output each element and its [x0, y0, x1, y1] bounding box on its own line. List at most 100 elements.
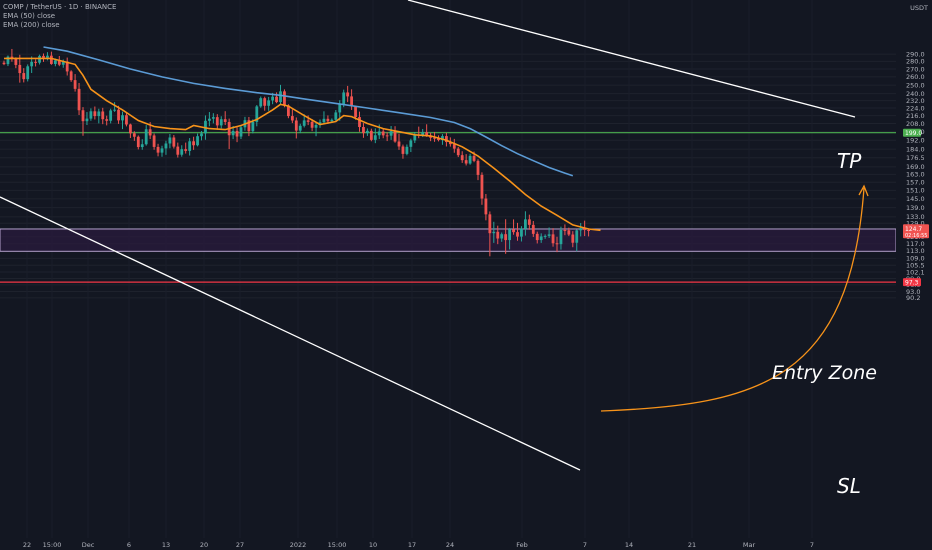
tp-price-tag: 199.0 [905, 130, 922, 137]
candle-body [196, 136, 199, 146]
price-tick-label: 280.0 [906, 58, 925, 66]
candle-body [421, 132, 425, 136]
candle-body [73, 80, 77, 89]
time-tick-label: 21 [688, 541, 696, 549]
candle-body [334, 112, 338, 120]
candle-body [535, 233, 539, 241]
candle-body [294, 120, 298, 131]
tp-label: TP [837, 149, 862, 173]
candle-body [326, 118, 330, 122]
time-tick-label: 2022 [290, 541, 307, 549]
candle-body [409, 140, 413, 147]
candle-body [2, 62, 6, 65]
entry-zone [0, 228, 897, 252]
candle-body [89, 111, 93, 119]
price-tick-label: 113.0 [906, 247, 925, 255]
price-axis[interactable]: USDT90.293.096.099.0102.1105.5109.0113.0… [896, 0, 932, 550]
candle-body [34, 61, 37, 63]
candle-body [26, 66, 30, 80]
candle-body [176, 146, 180, 155]
grid [0, 53, 896, 299]
candle-body [342, 92, 346, 105]
candle-body [140, 144, 144, 148]
candle-body [567, 230, 571, 235]
candle-body [559, 229, 563, 245]
ema200-legend[interactable]: EMA (200) close [3, 21, 60, 29]
candle-body [18, 64, 22, 74]
candle-body [148, 129, 152, 136]
time-axis[interactable]: 22 15:00 Dec 6 13 20 27 2022 15:00 10 17 24 Feb 7 14 21… [0, 538, 896, 550]
candle-body [516, 232, 519, 237]
candle-body [279, 91, 282, 103]
candle-body [401, 146, 405, 154]
candle-body [346, 92, 350, 97]
sl-price-tag: 97.3 [905, 279, 919, 286]
price-tick-label: 184.0 [906, 145, 925, 153]
candle-body [338, 104, 342, 113]
candle-body [480, 174, 484, 199]
candle-body [397, 141, 401, 147]
time-tick-label: 14 [625, 541, 633, 549]
candle-body [223, 119, 227, 122]
candle-body [101, 111, 105, 120]
candle-body [164, 143, 168, 149]
candle-body [405, 146, 409, 154]
candle-body [168, 137, 172, 144]
candle-body [125, 115, 128, 125]
candle-body [93, 111, 97, 117]
chart-legend: COMP / TetherUS · 1D · BINANCE EMA (50) … [3, 3, 116, 30]
time-tick-label: 6 [127, 541, 131, 549]
time-tick-label: 24 [446, 541, 454, 549]
candle-body [330, 119, 334, 122]
candle-body [377, 131, 381, 136]
candle-body [531, 224, 535, 234]
time-tick-label: 15:00 [328, 541, 347, 549]
candle-body [30, 61, 34, 67]
candle-body [547, 234, 551, 236]
candle-body [362, 127, 365, 134]
tp-price-tag-bg [903, 128, 921, 137]
candle-body [476, 160, 480, 175]
price-tick-label: 117.0 [906, 240, 925, 248]
candle-body [464, 160, 468, 164]
candle-body [259, 98, 263, 107]
candle-body [85, 118, 89, 122]
candle-body [302, 120, 306, 126]
candle-body [46, 55, 49, 58]
time-tick-label: 17 [408, 541, 416, 549]
time-tick-label: 27 [236, 541, 244, 549]
symbol-line[interactable]: COMP / TetherUS · 1D · BINANCE [3, 3, 117, 11]
time-tick-label: Mar [743, 541, 756, 549]
sl-label: SL [837, 474, 861, 498]
candle-body [298, 125, 302, 131]
candle-body [53, 60, 57, 64]
lower-trendline [0, 196, 581, 471]
candle-body [472, 155, 476, 161]
candle-body [500, 234, 504, 239]
price-tick-label: 290.0 [906, 50, 925, 58]
price-tags: 199.0 97.3 124.702:16:55 [903, 128, 929, 287]
candles [2, 48, 590, 257]
time-tick-label: 10 [369, 541, 377, 549]
candle-body [156, 146, 160, 153]
price-tick-label: 93.0 [906, 288, 920, 296]
candle-body [504, 234, 508, 241]
time-tick-label: 7 [810, 541, 814, 549]
candle-body [492, 231, 496, 234]
time-tick-label: 15:00 [43, 541, 62, 549]
sl-price-tag-bg [903, 278, 921, 287]
candle-body [77, 88, 81, 111]
candle-body [271, 96, 274, 101]
candle-body [508, 229, 511, 241]
price-tick-label: 133.0 [906, 213, 925, 221]
candle-body [583, 228, 587, 230]
candle-body [129, 124, 132, 134]
price-tick-label: 270.0 [906, 65, 925, 73]
ema50-legend[interactable]: EMA (50) close [3, 12, 56, 20]
time-tick-label: Feb [516, 541, 528, 549]
candle-body [192, 141, 195, 146]
candle-body [496, 231, 500, 239]
candle-body [239, 127, 243, 137]
candle-body [6, 56, 10, 65]
